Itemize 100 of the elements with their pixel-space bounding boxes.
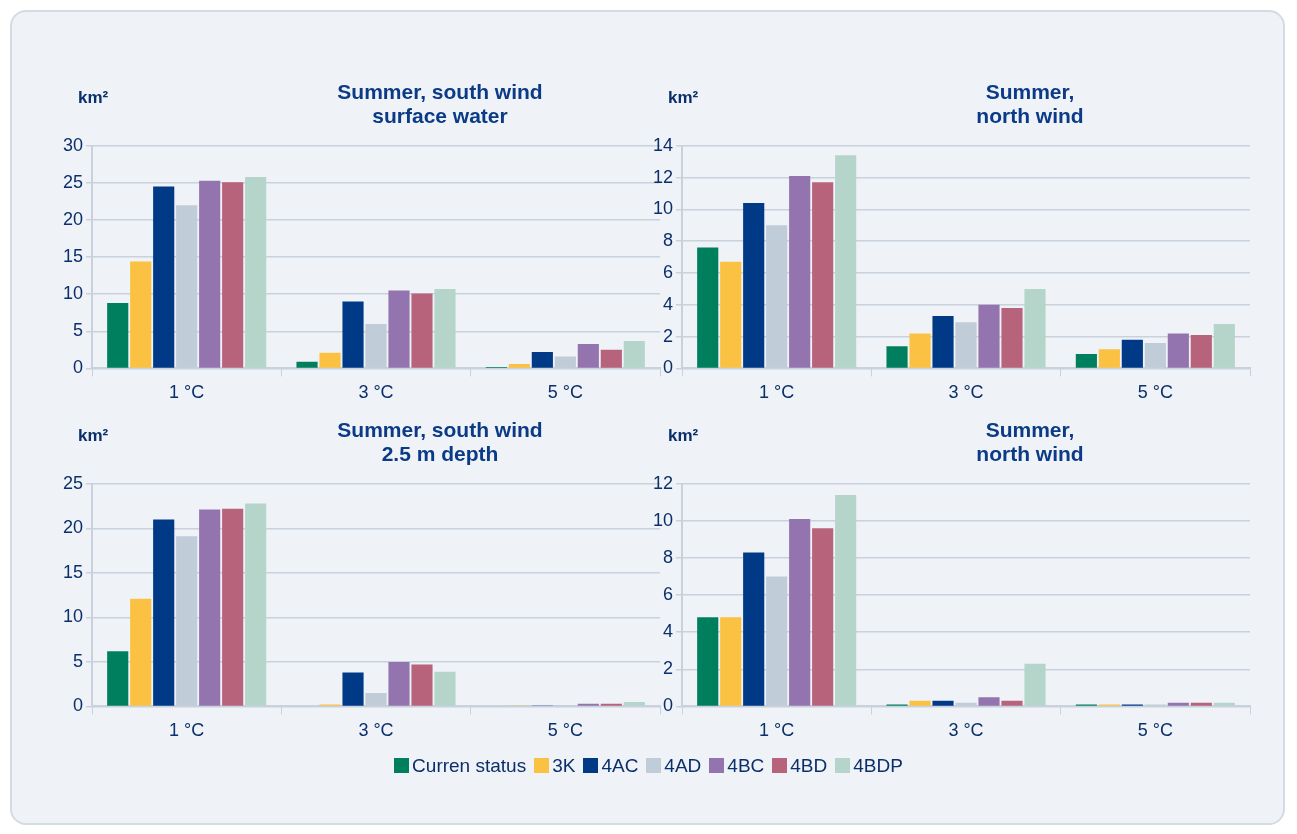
bar <box>245 176 267 368</box>
bar <box>623 701 645 706</box>
bar <box>720 617 742 706</box>
y-tick-label: 2 <box>663 325 674 346</box>
bar <box>130 598 152 706</box>
y-tick-label: 25 <box>62 171 84 192</box>
bar <box>1167 333 1189 368</box>
y-axis-title: km² <box>78 426 109 446</box>
legend-label: 3K <box>551 755 576 777</box>
bar <box>531 352 553 368</box>
bar <box>978 304 1000 368</box>
y-tick-label: 10 <box>62 606 84 627</box>
legend-label: 4AD <box>663 755 702 777</box>
x-tick-label: 1 °C <box>169 382 205 403</box>
x-tick-label: 3 °C <box>948 720 984 741</box>
x-tick-label: 3 °C <box>948 382 984 403</box>
y-tick-label: 15 <box>62 246 84 267</box>
y-tick-label: 8 <box>663 230 674 251</box>
bar <box>1001 700 1023 706</box>
bar <box>886 346 908 368</box>
bar <box>1121 339 1143 368</box>
legend-label: 4AC <box>600 755 639 777</box>
y-tick-label: 25 <box>62 472 84 493</box>
y-tick-label: 0 <box>663 695 674 716</box>
bar <box>743 203 765 368</box>
bar <box>1001 307 1023 368</box>
y-tick-label: 4 <box>663 621 674 642</box>
chart-title: Summer, south wind 2.5 m depth <box>336 418 544 466</box>
bar <box>411 664 433 706</box>
bar <box>411 293 433 368</box>
y-tick-label: 14 <box>652 134 674 155</box>
bar <box>1213 702 1235 706</box>
y-tick-label: 8 <box>663 546 674 567</box>
bar <box>789 176 811 368</box>
x-tick-label: 5 °C <box>547 720 583 741</box>
bar <box>1024 663 1046 706</box>
x-tick-label: 5 °C <box>1137 382 1173 403</box>
chart-title: Summer, north wind <box>975 80 1085 128</box>
bar <box>245 503 267 706</box>
x-tick-label: 3 °C <box>358 720 394 741</box>
bar <box>107 651 129 706</box>
y-tick-label: 4 <box>663 293 674 314</box>
bar <box>222 182 244 368</box>
bar <box>909 333 931 368</box>
bar <box>388 290 410 368</box>
bar <box>153 519 175 706</box>
bar <box>789 519 811 706</box>
bar <box>388 661 410 706</box>
y-axis-title: km² <box>78 88 109 108</box>
y-tick-label: 10 <box>652 509 674 530</box>
legend-label: 4BD <box>789 755 828 777</box>
bar <box>909 700 931 706</box>
bar <box>812 528 834 706</box>
y-tick-label: 0 <box>73 695 84 716</box>
bar <box>434 671 456 706</box>
bar <box>835 494 857 706</box>
y-tick-label: 10 <box>62 283 84 304</box>
x-tick-label: 5 °C <box>1137 720 1173 741</box>
bar <box>932 315 954 368</box>
legend-label: 4BDP <box>852 755 903 777</box>
bar <box>107 303 129 368</box>
bar <box>319 352 341 368</box>
bar <box>697 247 719 368</box>
y-axis-title: km² <box>668 88 699 108</box>
bar <box>743 552 765 706</box>
y-tick-label: 5 <box>73 320 84 341</box>
legend-label: 4BC <box>726 755 765 777</box>
bar <box>1167 702 1189 706</box>
bar <box>1190 335 1212 368</box>
y-tick-label: 0 <box>663 357 674 378</box>
y-tick-label: 6 <box>663 261 674 282</box>
x-tick-label: 1 °C <box>759 382 795 403</box>
y-tick-label: 20 <box>62 208 84 229</box>
x-tick-label: 1 °C <box>759 720 795 741</box>
bar <box>199 180 221 368</box>
x-tick-label: 5 °C <box>547 382 583 403</box>
y-tick-label: 5 <box>73 650 84 671</box>
bar <box>342 672 364 706</box>
bar <box>296 361 318 368</box>
bar <box>697 617 719 706</box>
bar <box>222 508 244 706</box>
bar <box>342 301 364 368</box>
bar <box>600 349 622 368</box>
y-tick-label: 20 <box>62 517 84 538</box>
x-tick-label: 1 °C <box>169 720 205 741</box>
bar <box>153 186 175 368</box>
y-axis-title: km² <box>668 426 699 446</box>
chart-title: Summer, south wind surface water <box>336 80 544 128</box>
bar <box>720 261 742 368</box>
bar <box>932 700 954 706</box>
y-tick-label: 30 <box>62 134 84 155</box>
bar <box>1024 288 1046 368</box>
bar <box>1190 702 1212 706</box>
y-tick-label: 12 <box>652 166 674 187</box>
y-tick-label: 0 <box>73 357 84 378</box>
bar <box>623 340 645 368</box>
bar <box>1075 354 1097 368</box>
legend-label: Curren status <box>411 755 527 777</box>
bar <box>434 289 456 368</box>
bar <box>835 155 857 368</box>
